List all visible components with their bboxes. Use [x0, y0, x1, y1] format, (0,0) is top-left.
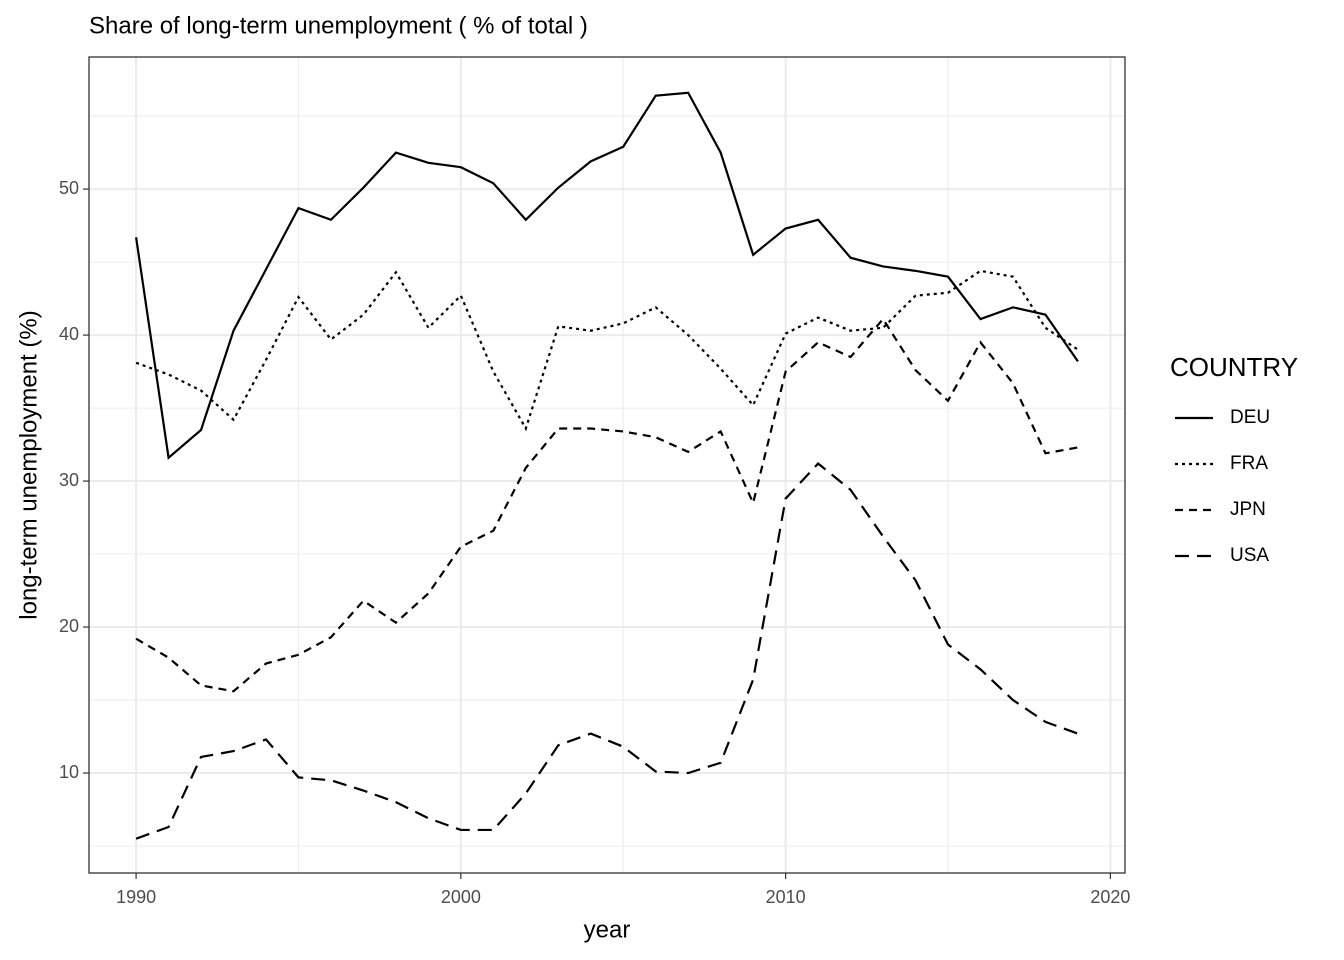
data-line: [135, 462, 1079, 840]
x-tick-label: 2020: [1090, 887, 1130, 907]
chart-title: Share of long-term unemployment ( % of t…: [89, 12, 588, 39]
legend-label: FRA: [1230, 453, 1268, 474]
y-tick-label: 50: [59, 178, 79, 198]
data-line: [135, 269, 1079, 432]
y-axis-label: long-term unemployment (%): [15, 310, 42, 619]
legend-title: COUNTRY: [1170, 352, 1298, 382]
x-axis-label: year: [584, 916, 631, 943]
legend-label: USA: [1230, 545, 1269, 566]
legend-label: DEU: [1230, 407, 1270, 428]
x-tick-label: 2000: [441, 887, 481, 907]
x-tick-label: 1990: [116, 887, 156, 907]
plot-border: [88, 56, 1126, 874]
y-tick-label: 40: [59, 324, 79, 344]
data-line: [135, 317, 1079, 693]
y-tick-label: 20: [59, 616, 79, 636]
x-tick-label: 2010: [766, 887, 806, 907]
data-line: [135, 91, 1079, 460]
y-tick-label: 30: [59, 470, 79, 490]
legend-label: JPN: [1230, 499, 1266, 520]
y-tick-label: 10: [59, 762, 79, 782]
